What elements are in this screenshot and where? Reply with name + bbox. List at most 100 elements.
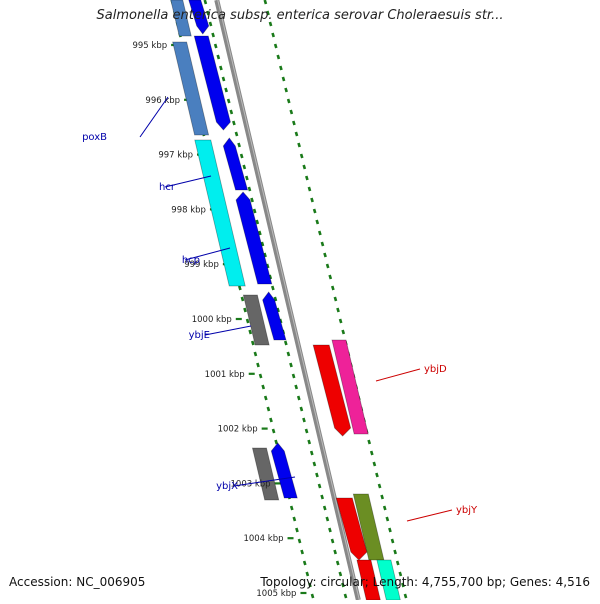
tick-dot bbox=[312, 208, 317, 214]
tick-dot bbox=[237, 142, 241, 148]
gene-block bbox=[242, 294, 270, 346]
gene-block bbox=[335, 497, 368, 561]
tick-dot bbox=[289, 109, 294, 115]
tick-dot bbox=[289, 505, 294, 511]
tick-dot bbox=[320, 241, 325, 247]
tick-dot bbox=[297, 142, 301, 148]
tick-dot bbox=[263, 0, 268, 5]
tick-dot bbox=[401, 582, 405, 588]
tick-dot bbox=[393, 549, 397, 555]
tick-dot bbox=[377, 483, 382, 489]
tick-dot bbox=[245, 175, 249, 181]
tick-dot bbox=[247, 186, 252, 192]
tick-dot bbox=[300, 549, 304, 555]
tick-dot bbox=[258, 230, 262, 236]
tick-dot bbox=[273, 296, 278, 302]
gene-block bbox=[312, 344, 352, 437]
gene-block bbox=[235, 191, 273, 285]
tick-dot bbox=[295, 527, 299, 533]
tick-dot bbox=[216, 54, 221, 60]
tick-dot bbox=[307, 186, 312, 192]
tick-dot bbox=[268, 21, 273, 27]
tick-dot bbox=[266, 10, 270, 16]
tick-dot bbox=[382, 505, 387, 511]
tick-dot bbox=[296, 395, 301, 401]
tick-dot bbox=[369, 450, 374, 456]
gene-label-ybjY: ybjY bbox=[456, 505, 478, 516]
tick-dot bbox=[302, 417, 306, 423]
tick-dot bbox=[213, 43, 218, 49]
kbp-label: 1005 kbp bbox=[256, 589, 296, 599]
tick-dot bbox=[325, 263, 330, 269]
tick-dot bbox=[341, 329, 346, 335]
tick-dot bbox=[274, 439, 279, 445]
gene-label-poxB: poxB bbox=[82, 132, 107, 143]
tick-dot bbox=[237, 285, 242, 291]
tick-dot bbox=[307, 439, 312, 445]
tick-dot bbox=[309, 450, 314, 456]
tick-dot bbox=[243, 307, 247, 313]
kbp-label: 1004 kbp bbox=[243, 534, 283, 544]
tick-dot bbox=[390, 538, 395, 544]
gene-label-ybjE: ybjE bbox=[189, 330, 210, 341]
tick-dot bbox=[294, 384, 299, 390]
tick-dot bbox=[281, 76, 286, 82]
tick-dot bbox=[269, 417, 273, 423]
tick-dot bbox=[234, 131, 239, 137]
tick-dot bbox=[208, 21, 213, 27]
gene-label-leader bbox=[233, 476, 296, 487]
tick-dot bbox=[292, 120, 296, 126]
tick-dot bbox=[308, 582, 312, 588]
gene-label-leader bbox=[375, 368, 421, 382]
tick-dot bbox=[333, 549, 337, 555]
topology-text: Topology: circular; Length: 4,755,700 bp… bbox=[260, 575, 590, 589]
tick-dot bbox=[258, 373, 263, 379]
tick-dot bbox=[255, 219, 260, 225]
tick-dot bbox=[273, 43, 278, 49]
backbone-line bbox=[214, 0, 361, 601]
kbp-label: 995 kbp bbox=[132, 41, 167, 51]
tick-dot bbox=[380, 494, 385, 500]
tick-dot bbox=[325, 516, 330, 522]
tick-dot bbox=[299, 153, 304, 159]
gene-block bbox=[331, 339, 369, 435]
kbp-label: 997 kbp bbox=[158, 151, 193, 161]
tick-dot bbox=[297, 538, 302, 544]
tick-dot bbox=[323, 252, 327, 258]
tick-dot bbox=[276, 307, 280, 313]
tick-dot bbox=[320, 494, 325, 500]
gene-label-leader bbox=[204, 325, 252, 336]
tick-dot bbox=[305, 175, 309, 181]
kbp-label: 998 kbp bbox=[171, 205, 206, 215]
gene-block bbox=[251, 447, 280, 501]
tick-dot bbox=[341, 582, 345, 588]
genome-title: Salmonella enterica subsp. enterica sero… bbox=[96, 8, 504, 23]
tick-dot bbox=[268, 274, 273, 280]
accession-text: Accession: NC_006905 bbox=[9, 575, 146, 589]
tick-dot bbox=[335, 560, 340, 566]
tick-dot bbox=[263, 252, 267, 258]
tick-dot bbox=[248, 329, 253, 335]
tick-dot bbox=[240, 296, 245, 302]
gene-block bbox=[188, 0, 210, 35]
gene-label-leader bbox=[184, 247, 231, 261]
tick-dot bbox=[375, 472, 379, 478]
tick-dot bbox=[263, 395, 268, 401]
tick-dot bbox=[242, 164, 247, 170]
gene-label-leader bbox=[406, 509, 453, 522]
tick-dot bbox=[315, 472, 319, 478]
tick-dot bbox=[279, 65, 283, 71]
tick-dot bbox=[283, 340, 288, 346]
tick-dot bbox=[229, 109, 234, 115]
tick-dot bbox=[292, 516, 297, 522]
kbp-label: 1000 kbp bbox=[192, 315, 232, 325]
tick-dot bbox=[278, 318, 283, 324]
kbp-label: 999 kbp bbox=[184, 260, 219, 270]
gene-label-leader bbox=[139, 96, 169, 138]
tick-dot bbox=[330, 285, 335, 291]
tick-dot bbox=[239, 153, 244, 159]
tick-dot bbox=[333, 296, 338, 302]
tick-dot bbox=[211, 32, 215, 38]
tick-dot bbox=[310, 197, 314, 203]
